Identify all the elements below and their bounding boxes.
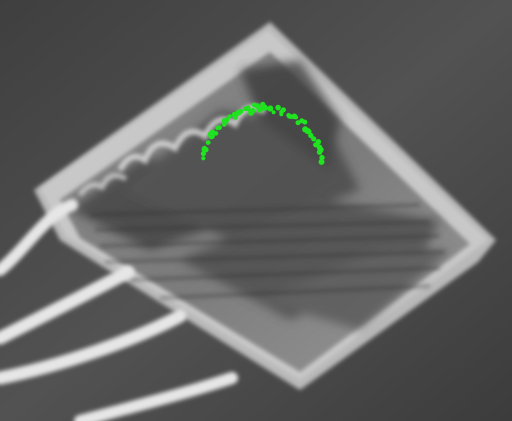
annotation-point — [295, 120, 301, 126]
annotation-point — [302, 119, 308, 125]
lead-wires — [0, 199, 238, 421]
annotation-point — [316, 149, 323, 155]
annotation-point — [267, 105, 274, 112]
annotation-point — [261, 104, 268, 111]
annotation-point — [294, 115, 299, 120]
annotation-point — [307, 129, 312, 134]
lead-wire — [0, 199, 78, 276]
annotation-point — [227, 114, 232, 119]
annotation-point — [319, 154, 325, 161]
lead-wire — [0, 309, 187, 385]
annotation-point — [201, 156, 206, 161]
annotation-point — [250, 107, 256, 114]
annotation-point — [213, 131, 219, 136]
annotation-point — [206, 140, 211, 145]
annotation-point — [315, 139, 322, 145]
annotation-point — [271, 110, 276, 115]
annotation-point — [217, 125, 222, 130]
annotation-point — [275, 104, 281, 111]
annotation-point — [311, 136, 317, 142]
annotation-point — [244, 105, 251, 112]
lead-wire — [74, 372, 238, 421]
annotation-point — [238, 109, 244, 114]
annotation-point — [233, 114, 238, 120]
streaks — [89, 203, 446, 300]
annotation-markers — [200, 101, 325, 165]
annotation-point — [279, 112, 284, 117]
lead-wire — [0, 265, 135, 345]
annotation-point — [280, 107, 286, 113]
annotation-point — [200, 151, 206, 157]
annotation-point — [318, 158, 325, 165]
annotation-point — [256, 106, 263, 113]
comb-structure — [77, 104, 267, 197]
annotation-point — [225, 117, 230, 122]
annotation-point — [201, 145, 208, 151]
